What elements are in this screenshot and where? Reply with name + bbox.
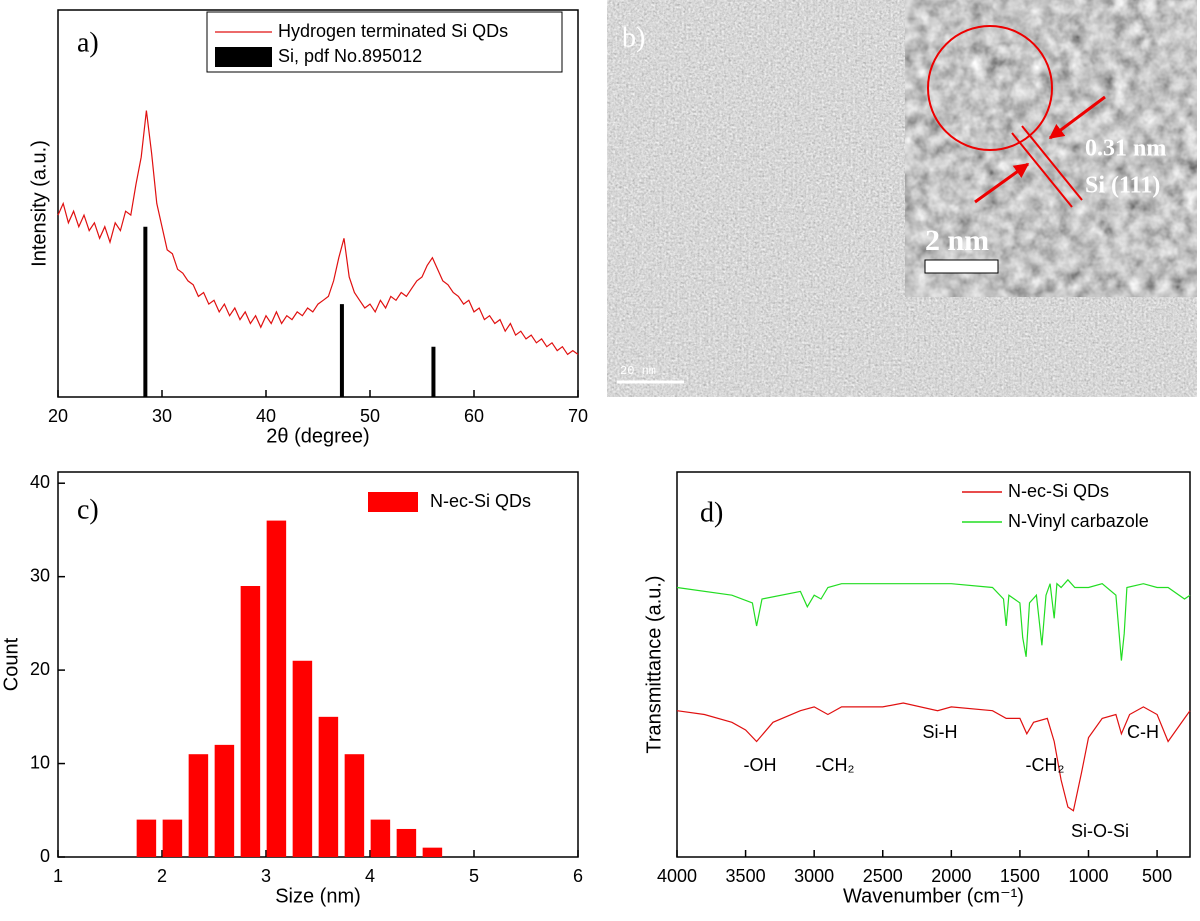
y-tick-label: 10 <box>30 752 50 772</box>
x-tick-label: 1500 <box>1000 866 1040 886</box>
histogram-bar <box>188 754 209 857</box>
lattice-line <box>1021 125 1083 201</box>
legend-swatch <box>215 47 272 67</box>
legend-label: N-ec-Si QDs <box>1008 481 1109 501</box>
y-tick-label: 40 <box>30 472 50 492</box>
peak-annotation: Si-H <box>923 722 958 742</box>
spectrum-line <box>676 578 1191 661</box>
x-tick-label: 2500 <box>863 866 903 886</box>
x-tick-label: 2 <box>157 866 167 886</box>
x-tick-label: 3 <box>261 866 271 886</box>
histogram-bar <box>266 520 287 857</box>
histogram-bar <box>370 819 391 857</box>
plot-frame <box>57 9 579 398</box>
x-tick-label: 500 <box>1142 866 1172 886</box>
y-tick-label: 0 <box>40 846 50 866</box>
inset-scale-bar <box>924 259 999 274</box>
y-axis-label: Transmittance (a.u.) <box>643 575 665 753</box>
y-axis-label: Count <box>0 637 22 691</box>
plot-frame <box>676 471 1191 858</box>
panel-label: a) <box>77 27 99 58</box>
y-tick-label: 30 <box>30 565 50 585</box>
panel-label: d) <box>700 497 723 528</box>
histogram-bar <box>422 847 443 857</box>
x-tick-label: 2000 <box>931 866 971 886</box>
spacing-label: 0.31 nm <box>1085 136 1166 162</box>
hrtem-inset <box>905 0 1197 297</box>
x-tick-label: 6 <box>573 866 583 886</box>
legend-label: N-Vinyl carbazole <box>1008 511 1149 531</box>
histogram-bar <box>292 660 313 857</box>
spectrum-line <box>676 702 1191 812</box>
x-tick-label: 70 <box>568 406 588 426</box>
legend-swatch <box>368 492 418 512</box>
histogram-bar <box>344 754 365 857</box>
peak-annotation: -CH₂ <box>1026 755 1065 775</box>
histogram-bar <box>318 716 339 857</box>
x-tick-label: 1 <box>53 866 63 886</box>
panel-label: b) <box>622 22 645 53</box>
spectrum-line <box>57 110 579 356</box>
legend-label: N-ec-Si QDs <box>430 491 531 511</box>
plane-label: Si (111) <box>1085 173 1160 199</box>
plot-frame <box>57 471 579 858</box>
x-tick-label: 4 <box>365 866 375 886</box>
y-tick-label: 20 <box>30 659 50 679</box>
legend-label: Si, pdf No.895012 <box>278 46 422 66</box>
histogram-bar <box>396 828 417 857</box>
highlight-circle <box>927 25 1053 151</box>
x-axis-label: Wavenumber (cm⁻¹) <box>843 885 1024 907</box>
x-tick-label: 1000 <box>1068 866 1108 886</box>
histogram-bar <box>136 819 157 857</box>
x-tick-label: 50 <box>360 406 380 426</box>
x-tick-label: 20 <box>48 406 68 426</box>
tem-panel: 0.31 nm Si (111) 2 nm 20 nm b) <box>607 0 1197 397</box>
inset-scale-label: 2 nm <box>925 224 989 257</box>
x-axis-label: 2θ (degree) <box>266 425 369 447</box>
x-tick-label: 4000 <box>657 866 697 886</box>
x-tick-label: 40 <box>256 406 276 426</box>
histogram-bar <box>214 744 235 857</box>
histogram-bar <box>240 586 261 857</box>
scale-label: 20 nm <box>620 364 656 378</box>
x-tick-label: 60 <box>464 406 484 426</box>
peak-annotation: -CH₂ <box>816 755 855 775</box>
peak-annotation: C-H <box>1127 722 1159 742</box>
x-tick-label: 5 <box>469 866 479 886</box>
x-tick-label: 3500 <box>726 866 766 886</box>
peak-annotation: Si-O-Si <box>1071 821 1129 841</box>
y-axis-label: Intensity (a.u.) <box>28 140 50 267</box>
x-tick-label: 3000 <box>794 866 834 886</box>
legend-label: Hydrogen terminated Si QDs <box>278 21 508 41</box>
x-axis-label: Size (nm) <box>275 885 361 907</box>
arrow <box>1048 95 1106 140</box>
peak-annotation: -OH <box>744 755 777 775</box>
arrow <box>974 162 1030 204</box>
histogram-bar <box>162 819 183 857</box>
panel-label: c) <box>77 494 99 525</box>
x-tick-label: 30 <box>152 406 172 426</box>
lattice-line <box>1011 132 1073 208</box>
